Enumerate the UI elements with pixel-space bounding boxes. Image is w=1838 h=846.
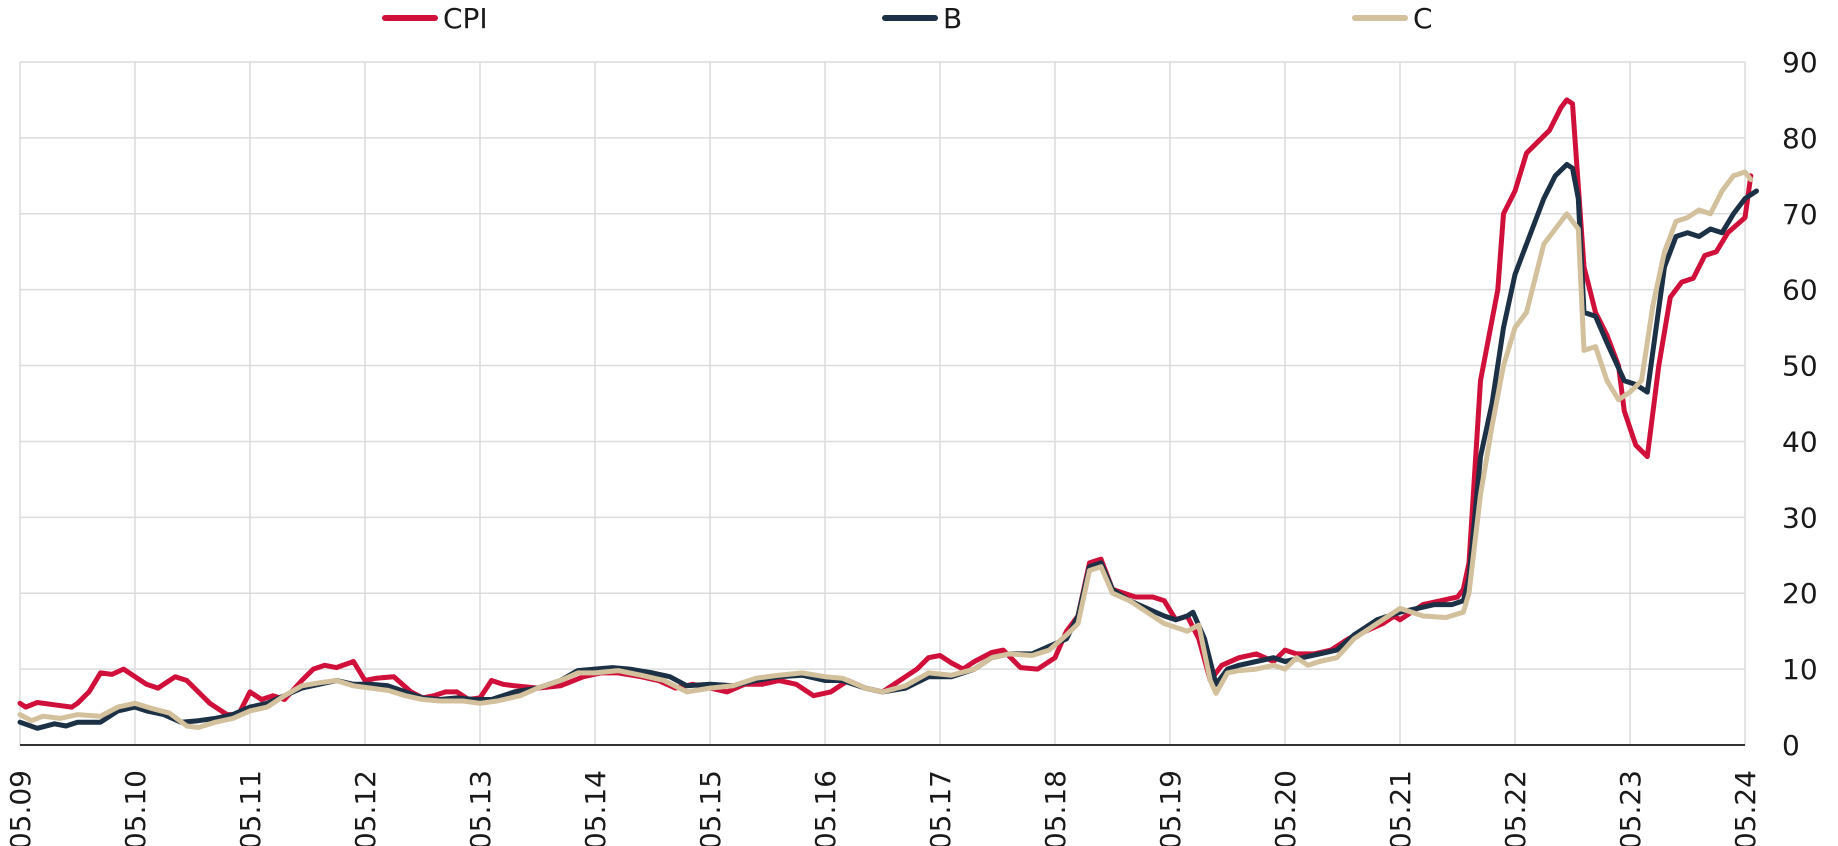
x-tick-label: 05.23 — [1614, 770, 1647, 846]
y-tick-label: 70 — [1782, 198, 1818, 231]
x-tick-label: 05.13 — [464, 770, 497, 846]
series-line-b — [17, 162, 1759, 731]
x-tick-label: 05.24 — [1729, 770, 1762, 846]
x-tick-label: 05.15 — [694, 770, 727, 846]
y-tick-label: 40 — [1782, 425, 1818, 458]
x-tick-label: 05.09 — [4, 770, 37, 846]
legend-label-c: C — [1413, 2, 1433, 35]
legend-label-cpi: CPI — [443, 2, 488, 35]
x-tick-label: 05.12 — [349, 770, 382, 846]
y-tick-label: 60 — [1782, 274, 1818, 307]
x-tick-label: 05.21 — [1384, 770, 1417, 846]
x-tick-label: 05.17 — [924, 770, 957, 846]
x-tick-label: 05.16 — [809, 770, 842, 846]
series-lines — [17, 97, 1759, 731]
legend: CPI B C — [382, 2, 1433, 35]
y-tick-label: 30 — [1782, 501, 1818, 534]
x-tick-label: 05.14 — [579, 770, 612, 846]
x-tick-label: 05.10 — [119, 770, 152, 846]
y-tick-label: 50 — [1782, 350, 1818, 383]
x-tick-label: 05.20 — [1269, 770, 1302, 846]
y-axis-ticks: 0 10 20 30 40 50 60 70 80 90 — [1782, 46, 1818, 762]
x-tick-label: 05.18 — [1039, 770, 1072, 846]
y-tick-label: 90 — [1782, 46, 1818, 79]
grid — [19, 61, 1746, 745]
x-tick-label: 05.22 — [1499, 770, 1532, 846]
y-tick-label: 0 — [1782, 729, 1800, 762]
y-tick-label: 80 — [1782, 122, 1818, 155]
y-tick-label: 10 — [1782, 653, 1818, 686]
y-tick-label: 20 — [1782, 577, 1818, 610]
x-axis-ticks: 05.09 05.10 05.11 05.12 05.13 05.14 05.15 05.16… — [4, 770, 1762, 846]
x-tick-label: 05.19 — [1154, 770, 1187, 846]
legend-label-b: B — [943, 2, 962, 35]
series-line-c — [17, 169, 1754, 730]
x-tick-label: 05.11 — [234, 770, 267, 846]
